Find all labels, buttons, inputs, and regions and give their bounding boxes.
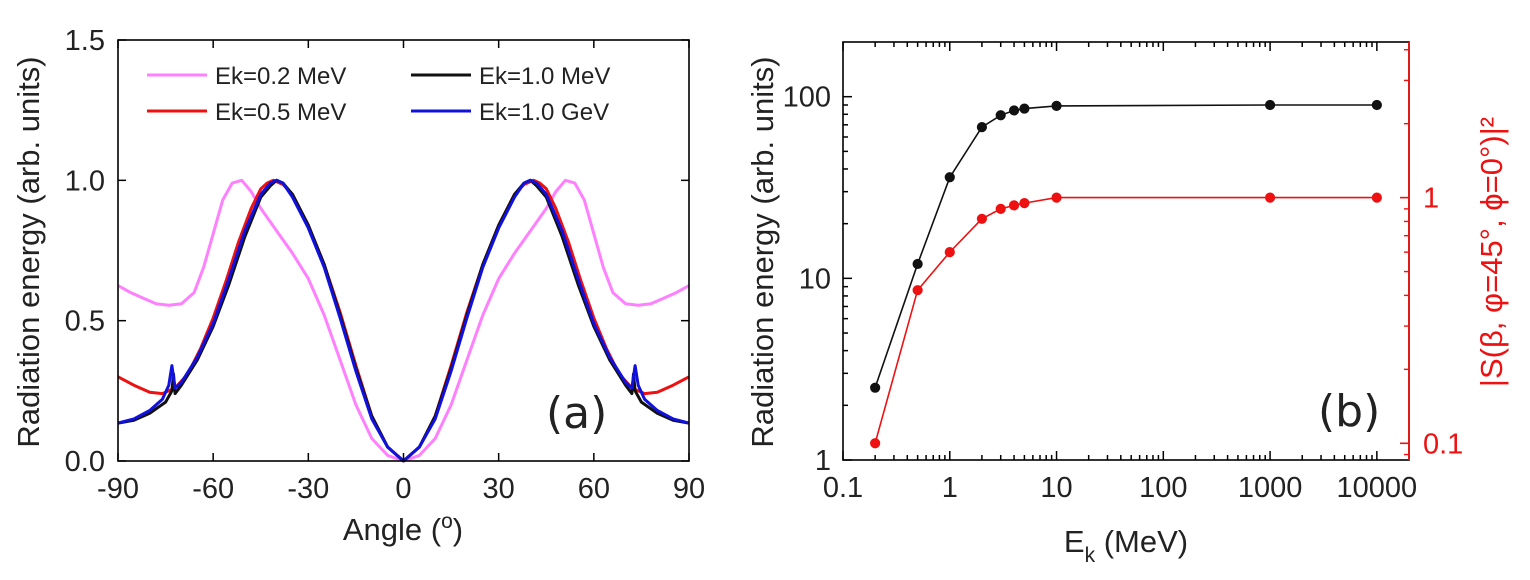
panel-b-y-axis-label: Radiation energy (arb. units) — [745, 56, 780, 447]
panel-b-data-point — [870, 382, 881, 393]
panel-a-x-tick-label: 60 — [578, 473, 610, 505]
panel-a-x-tick-label: 0 — [395, 473, 411, 505]
panel-b-x-tick-label: 0.1 — [823, 472, 863, 504]
panel-b-data-point — [912, 285, 923, 296]
panel-b-series — [870, 99, 1382, 449]
panel-a-legend-label: Ek=0.2 MeV — [215, 63, 346, 90]
panel-b-y-tick-label: 1 — [815, 445, 831, 477]
panel-b-x-tick-label: 1 — [942, 472, 958, 504]
panel-a-legend-label: Ek=1.0 MeV — [479, 63, 610, 90]
panel-a-x-tick-label: 90 — [673, 473, 705, 505]
panel-b-y2-axis-label: |S(β, φ=45°, ϕ=0°)|² — [1474, 117, 1509, 387]
panel-b-data-point — [1371, 99, 1382, 111]
panel-b-x-axis-label-main: E — [1064, 524, 1085, 559]
panel-a-y-axis-label: Radiation energy (arb. units) — [11, 56, 46, 447]
panel-b-data-point — [944, 247, 955, 258]
panel-b-data-point — [944, 172, 955, 183]
panel-b-data-point — [1019, 103, 1030, 114]
panel-b-data-point — [976, 122, 988, 133]
panel-a-x-tick-label: -30 — [287, 473, 329, 505]
panel-b-label: (b) — [1318, 386, 1380, 437]
panel-b-y-tick-label: 100 — [783, 82, 831, 114]
panel-b-data-point — [1008, 105, 1020, 116]
panel-b-data-point — [1264, 192, 1276, 203]
panel-b-y-tick-label: 10 — [799, 263, 831, 295]
panel-a-y-tick-label: 1.0 — [65, 165, 105, 197]
panel-a-x-axis-label-end: ) — [453, 512, 463, 547]
panel-a-y-tick-label: 0.5 — [65, 306, 105, 338]
panel-b-data-point — [1051, 100, 1062, 111]
panel-b-x-tick-label: 10000 — [1337, 472, 1418, 504]
panel-b-x-tick-label: 100 — [1139, 472, 1187, 504]
panel-b-x-tick-label: 10 — [1040, 472, 1072, 504]
panel-b-data-point — [976, 213, 988, 224]
panel-b-data-point — [995, 203, 1006, 214]
panel-a-x-tick-label: 30 — [483, 473, 515, 505]
panel-b-data-point — [1008, 200, 1020, 211]
panel-b-series-line-2 — [874, 196, 1377, 444]
panel-a-chart: -90 -60 -30 0 30 60 900.00.51.01.5 Ek=0.2 MeVE… — [11, 25, 705, 547]
panel-a-x-tick-label: -90 — [97, 473, 139, 505]
panel-b-data-point — [1051, 192, 1062, 203]
panel-a-ticks: -90 -60 -30 0 30 60 90 0.0 0.5 1.0 1.5 — [65, 25, 705, 505]
panel-b-x-tick-label: 1000 — [1238, 472, 1303, 504]
panel-b-y2-tick-label: 1 — [1423, 183, 1439, 215]
panel-b-series-line-1 — [874, 104, 1377, 388]
panel-a-y-tick-label: 1.5 — [65, 25, 105, 57]
panel-a-x-axis-label-sup: o — [441, 510, 453, 533]
panel-b-data-point — [995, 110, 1006, 121]
panel-a-legend-label: Ek=0.5 MeV — [215, 99, 346, 126]
panel-a-x-axis-label: Angle (o) — [343, 510, 463, 547]
panel-b-x-axis-label-sub: k — [1085, 544, 1096, 567]
panel-a-x-tick-label: -60 — [192, 473, 234, 505]
panel-b-data-point — [912, 258, 923, 270]
panel-b-data-point — [1264, 99, 1276, 111]
panel-b-data-point — [1371, 192, 1382, 203]
panel-b-data-point — [870, 438, 881, 449]
panel-b-x-axis-label-end: (MeV) — [1095, 524, 1188, 559]
panel-b-y2-tick-label: 0.1 — [1423, 428, 1463, 460]
panel-b-data-point — [1019, 197, 1030, 209]
panel-b-x-axis-label: Ek (MeV) — [1064, 524, 1188, 567]
panel-a-label: (a) — [546, 388, 607, 439]
panel-a-legend: Ek=0.2 MeV Ek=0.5 MeV Ek=1.0 MeV Ek=1.0 GeV — [147, 63, 610, 126]
panel-a-x-axis-label-main: Angle ( — [343, 512, 442, 547]
panel-a-legend-label: Ek=1.0 GeV — [479, 99, 609, 126]
panel-a-y-tick-label: 0.0 — [65, 446, 105, 478]
